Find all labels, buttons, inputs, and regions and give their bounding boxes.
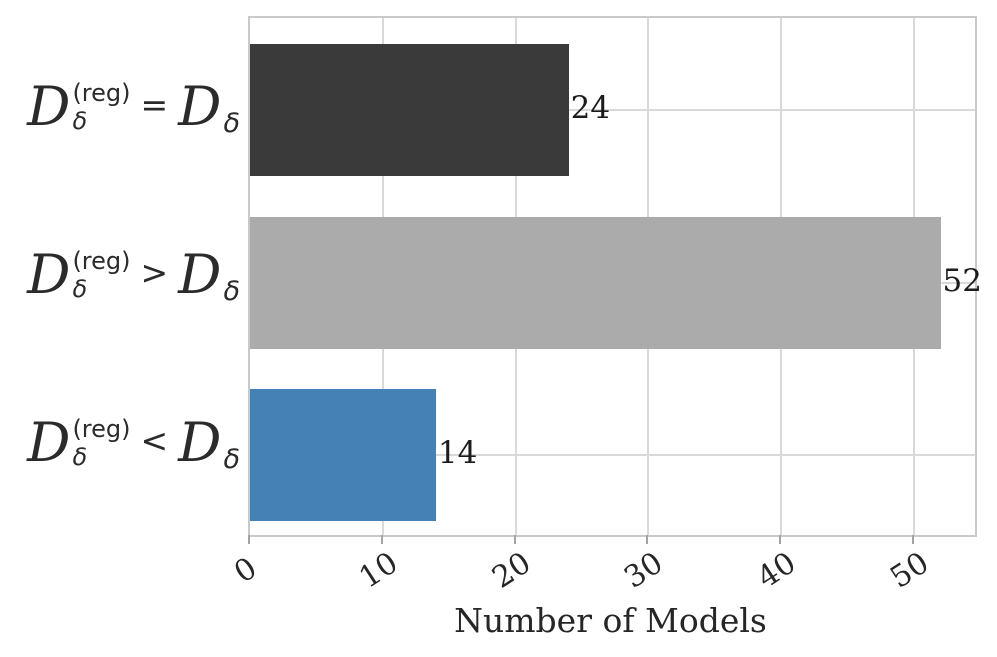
superscript-reg: (reg) [72, 79, 131, 108]
subscript-delta: δ [72, 443, 88, 471]
superscript-reg: (reg) [72, 247, 131, 276]
x-axis-title: Number of Models [454, 601, 767, 640]
superscript-reg: (reg) [72, 415, 131, 444]
subscript-delta: δ [223, 443, 240, 475]
x-tick-mark [911, 535, 914, 544]
sup-sub-stack: (reg) δ [72, 80, 130, 135]
x-tick-mark [646, 535, 649, 544]
sup-sub-stack: (reg) δ [72, 248, 130, 303]
operator-greater: > [140, 252, 169, 292]
bar-24 [250, 44, 569, 176]
math-script-D: D [178, 243, 222, 306]
math-script-D: D [178, 411, 222, 474]
subscript-delta: δ [223, 107, 240, 139]
sup-sub-stack: (reg) δ [72, 416, 130, 471]
bar-value-label: 52 [942, 263, 982, 299]
x-tick-mark [513, 535, 516, 544]
subscript-delta: δ [72, 275, 88, 303]
operator-less: < [140, 420, 169, 460]
bar-52 [250, 217, 941, 349]
math-script-D: D [27, 411, 71, 474]
bar-14 [250, 389, 436, 521]
subscript-delta: δ [72, 107, 88, 135]
y-gridline [250, 454, 975, 456]
bar-value-label: 14 [437, 435, 478, 471]
x-tick-mark [779, 535, 782, 544]
operator-equals: = [140, 84, 169, 124]
math-script-D: D [27, 75, 71, 138]
x-tick-mark [380, 535, 383, 544]
y-gridline [250, 109, 975, 111]
x-tick-mark [248, 535, 250, 544]
math-script-D: D [27, 243, 71, 306]
subscript-delta: δ [223, 275, 240, 307]
bar-value-label: 24 [570, 90, 611, 126]
plot-area [248, 16, 977, 537]
math-script-D: D [178, 75, 222, 138]
